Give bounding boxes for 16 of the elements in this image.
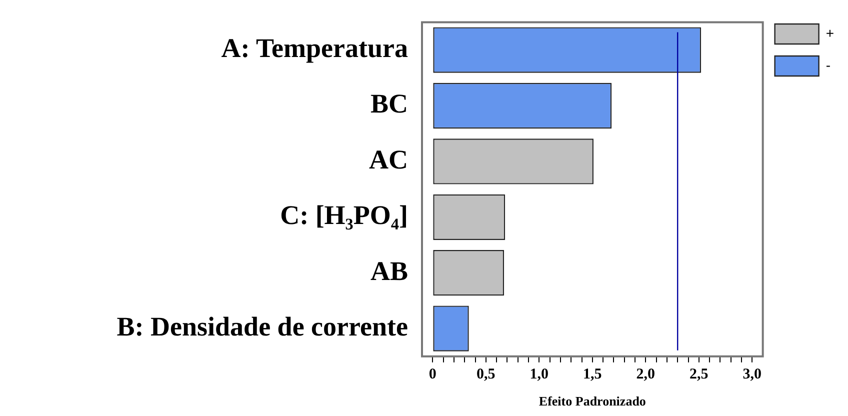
y-tick-label: B: Densidade de corrente: [116, 312, 408, 342]
x-tick-label: 1,5: [583, 366, 602, 382]
legend-label: -: [826, 56, 831, 73]
x-tick-label: 0: [428, 366, 436, 382]
x-axis-title: Efeito Padronizado: [538, 394, 646, 409]
y-tick-label: A: Temperatura: [221, 33, 408, 64]
x-tick-label: 1,0: [530, 366, 549, 382]
x-tick-label: 2,5: [690, 366, 708, 382]
y-tick-label: AC: [369, 144, 408, 174]
x-tick-label: 2,0: [636, 366, 656, 382]
x-tick-label: 0,5: [476, 366, 496, 382]
y-tick-label: C: [H₃PO₄]: [280, 200, 408, 230]
x-tick-label: 3,0: [742, 366, 762, 382]
legend-label: +: [826, 24, 834, 41]
y-tick-label: BC: [370, 88, 408, 119]
y-tick-label: AB: [370, 256, 408, 286]
